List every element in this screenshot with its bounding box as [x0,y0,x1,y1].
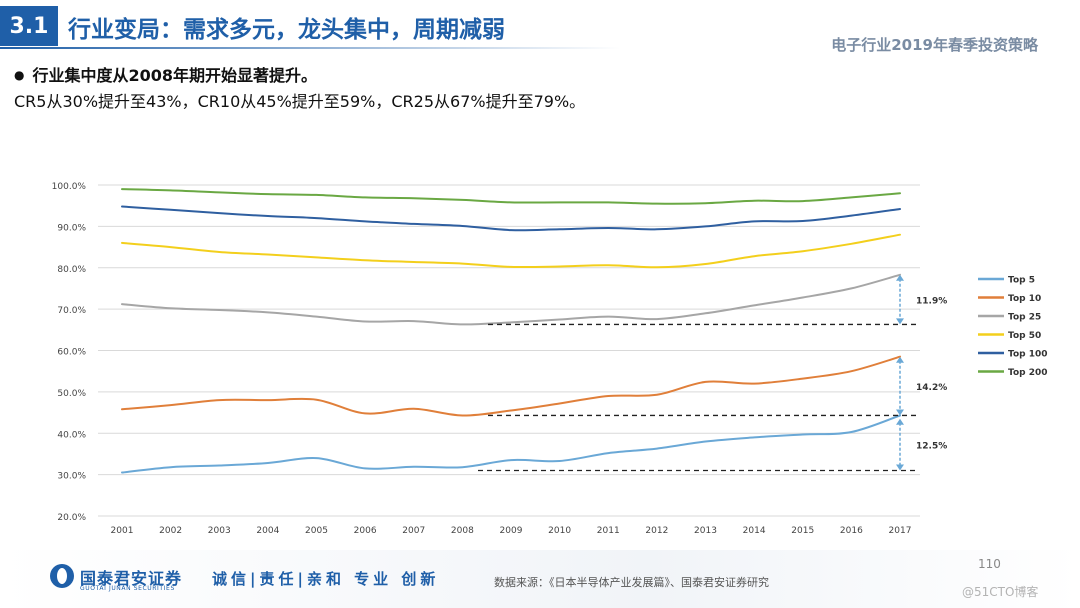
x-tick-label: 2004 [256,526,279,536]
x-tick-label: 2002 [159,526,182,536]
x-tick-label: 2016 [840,526,863,536]
y-tick-label: 20.0% [57,513,86,523]
legend-label: Top 25 [1008,313,1041,323]
section-number-badge: 3.1 [0,6,58,46]
bullet-text: 行业集中度从2008年期开始显著提升。 [32,66,318,85]
y-tick-label: 100.0% [52,182,87,192]
x-tick-label: 2011 [597,526,620,536]
bullet-point: ● 行业集中度从2008年期开始显著提升。 [14,62,317,86]
x-tick-label: 2014 [743,526,766,536]
x-tick-label: 2006 [354,526,377,536]
series-line-top-100 [121,205,901,232]
data-source-note: 数据来源：《日本半导体产业发展篇》、国泰君安证券研究 [494,576,769,589]
x-tick-label: 2001 [111,526,134,536]
y-axis-ticks: 20.0% 30.0% 40.0% 50.0% 60.0% 70.0% 80.0% 90.0%… [52,182,87,523]
legend-label: Top 200 [1008,368,1048,378]
x-tick-label: 2013 [694,526,717,536]
x-tick-label: 2015 [791,526,814,536]
y-tick-label: 90.0% [57,223,86,233]
bullet-dot-icon: ● [14,68,25,82]
slide-title: 行业变局：需求多元，龙头集中，周期减弱 [68,17,505,43]
legend-label: Top 5 [1008,276,1035,286]
legend: Top 5 Top 10 Top 25 Top 50 Top 100 Top 200 [978,276,1048,378]
y-tick-label: 80.0% [57,265,86,275]
y-tick-label: 50.0% [57,389,86,399]
y-tick-label: 60.0% [57,348,86,358]
arrow-down-icon [896,318,904,325]
gridlines [98,184,920,517]
arrow-up-icon [896,418,904,425]
legend-label: Top 50 [1008,331,1041,341]
annotation-label: 12.5% [916,442,947,452]
x-axis-ticks: 2001 2002 2003 2004 2005 2006 2007 2008 2009 2010… [111,526,912,536]
series-line-top-50 [121,233,901,269]
x-tick-label: 2005 [305,526,328,536]
y-tick-label: 30.0% [57,472,86,482]
x-tick-label: 2010 [548,526,571,536]
x-tick-label: 2008 [451,526,474,536]
x-tick-label: 2007 [402,526,425,536]
x-tick-label: 2009 [500,526,523,536]
company-name-english: GUOTAI JUNAN SECURITIES [80,585,175,592]
arrow-up-icon [896,356,904,363]
summary-text: CR5从30%提升至43%，CR10从45%提升至59%，CR25从67%提升至… [14,92,586,111]
y-tick-label: 70.0% [57,306,86,316]
series-lines [121,188,901,474]
watermark: @51CTO博客 [962,585,1039,599]
x-tick-label: 2003 [208,526,231,536]
annotations: 11.9% 14.2% 12.5% [478,274,947,472]
footer-band [0,550,1080,608]
report-name: 电子行业2019年春季投资策略 [831,36,1038,54]
arrow-down-icon [896,464,904,471]
series-line-top-25 [121,273,901,326]
company-logo-icon [50,564,74,588]
series-line-top-200 [121,188,901,205]
title-underline [0,47,620,49]
x-tick-label: 2012 [645,526,668,536]
legend-label: Top 100 [1008,350,1048,360]
x-tick-label: 2017 [889,526,912,536]
series-line-top-5 [121,414,901,474]
annotation-label: 14.2% [916,383,947,393]
page-number: 110 [978,557,1001,571]
series-line-top-10 [121,355,901,417]
annotation-label: 11.9% [916,297,947,307]
company-name: 国泰君安证券 [80,569,183,588]
arrow-up-icon [896,274,904,281]
legend-label: Top 10 [1008,294,1041,304]
y-tick-label: 40.0% [57,430,86,440]
arrow-down-icon [896,409,904,416]
company-motto: 诚信|责任|亲和 专业 创新 [212,570,440,588]
